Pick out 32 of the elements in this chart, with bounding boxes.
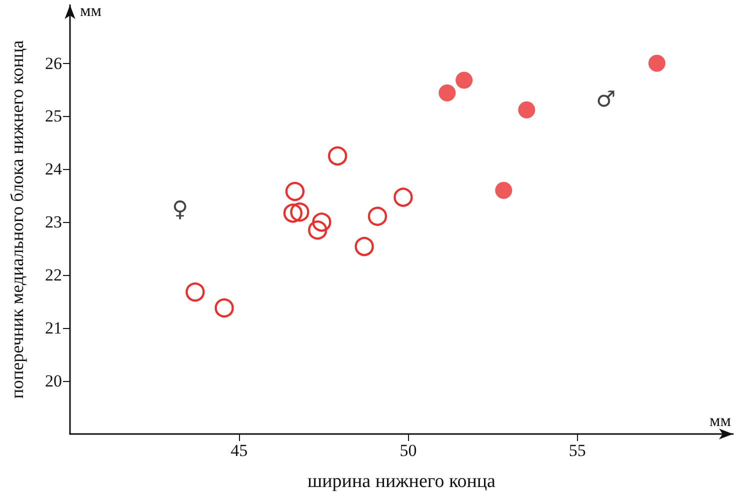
y-tick-label: 26	[45, 54, 62, 73]
point	[648, 54, 666, 72]
point	[438, 84, 456, 102]
point	[186, 282, 205, 302]
annotation: мм	[709, 411, 732, 430]
point	[394, 188, 413, 207]
point	[285, 182, 305, 202]
point	[328, 146, 348, 166]
point	[456, 72, 473, 89]
y-tick-label: 25	[45, 106, 62, 126]
y-tick-label: 24	[45, 160, 62, 179]
point	[312, 212, 332, 232]
point	[214, 298, 234, 318]
y-tick-label: 23	[45, 212, 62, 232]
annotation: ♀	[172, 198, 188, 222]
annotation: мм	[80, 1, 102, 20]
y-tick-label: 22	[45, 266, 62, 285]
point	[354, 236, 374, 256]
y-axis-title: поперечник медиального блока нижнего конца	[7, 40, 27, 399]
annotation: ♂	[596, 88, 616, 112]
point	[290, 202, 310, 222]
point	[518, 101, 536, 118]
point	[308, 220, 328, 240]
x-axis-title: ширина нижнего конца	[308, 471, 496, 492]
point	[368, 206, 388, 226]
x-tick-label: 45	[230, 441, 248, 460]
y-tick-label: 21	[45, 318, 62, 338]
point	[495, 182, 512, 199]
point	[283, 204, 303, 223]
y-tick-label: 20	[45, 372, 62, 391]
x-tick-label: 55	[568, 441, 586, 460]
x-tick-label: 50	[400, 441, 417, 460]
